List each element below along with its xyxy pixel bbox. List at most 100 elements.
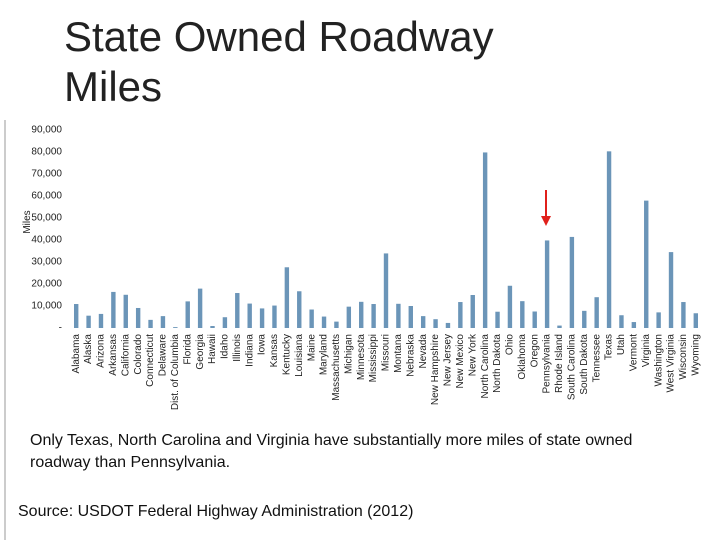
bar xyxy=(606,151,612,328)
x-tick-label: Missouri xyxy=(381,334,392,371)
bar xyxy=(334,321,339,328)
bar xyxy=(445,322,451,328)
bar xyxy=(693,313,699,328)
x-tick-label: Tennessee xyxy=(591,334,602,383)
y-tick-label: 30,000 xyxy=(31,257,62,268)
bar xyxy=(359,301,364,328)
x-tick-label: California xyxy=(120,334,131,377)
x-tick-label: New York xyxy=(467,333,478,376)
x-tick-label: Utah xyxy=(616,334,627,355)
bar xyxy=(644,200,649,328)
x-tick-label: Iowa xyxy=(257,334,268,356)
bar xyxy=(247,303,252,328)
bar xyxy=(98,313,104,328)
bar xyxy=(284,267,290,328)
x-tick-label: North Carolina xyxy=(480,334,491,399)
bar xyxy=(495,311,500,328)
bar xyxy=(656,312,661,328)
y-tick-label: 70,000 xyxy=(31,169,62,180)
bar xyxy=(532,311,537,328)
y-tick-label: 90,000 xyxy=(31,125,62,136)
bar xyxy=(259,308,265,328)
chart-title: State Owned Roadway Miles xyxy=(64,13,494,110)
x-tick-label: Idaho xyxy=(220,334,231,359)
highlight-arrow xyxy=(541,190,551,226)
x-tick-label: Louisiana xyxy=(294,334,305,377)
bar xyxy=(557,325,562,328)
bar xyxy=(507,285,513,328)
x-tick-label: Delaware xyxy=(158,334,169,377)
x-tick-label: Arizona xyxy=(96,334,107,368)
x-tick-label: Nevada xyxy=(418,334,429,369)
bar xyxy=(569,236,575,328)
x-tick-label: South Carolina xyxy=(567,334,578,401)
bar xyxy=(681,302,686,328)
bar xyxy=(544,240,550,328)
bar xyxy=(135,307,141,328)
bar xyxy=(396,303,401,328)
x-tick-label: Illinois xyxy=(232,334,243,362)
y-tick-label: - xyxy=(59,323,62,334)
bar xyxy=(433,319,438,328)
x-tick-label: Nebraska xyxy=(405,334,416,377)
bar xyxy=(297,291,302,328)
x-tick-label: Maryland xyxy=(319,334,330,375)
bar xyxy=(222,317,228,328)
bar xyxy=(470,295,475,328)
x-tick-label: Hawaii xyxy=(207,334,218,364)
x-tick-label: Ohio xyxy=(505,334,516,356)
x-tick-label: Connecticut xyxy=(145,334,156,387)
x-tick-label: Virginia xyxy=(641,334,652,368)
x-tick-label: Maine xyxy=(306,334,317,362)
x-tick-label: West Virginia xyxy=(666,334,677,393)
bar xyxy=(123,294,128,328)
x-tick-label: Pennsylvania xyxy=(542,334,553,394)
x-tick-label: Oklahoma xyxy=(517,334,528,380)
bar xyxy=(631,322,637,328)
bar xyxy=(383,253,389,328)
x-tick-label: Massachusetts xyxy=(331,334,342,401)
bar xyxy=(185,301,190,328)
bar xyxy=(272,305,277,328)
bar xyxy=(309,309,314,328)
x-tick-label: Kansas xyxy=(269,334,280,367)
x-tick-label: South Dakota xyxy=(579,334,590,395)
x-tick-label: Wyoming xyxy=(690,334,701,376)
bar xyxy=(321,316,327,328)
bar xyxy=(420,316,426,328)
bar xyxy=(458,302,463,328)
x-tick-label: Washington xyxy=(653,334,664,386)
annotation: Only Texas, North Carolina and Virginia … xyxy=(30,432,633,471)
x-tick-label: Vermont xyxy=(628,334,639,371)
x-tick-label: Rhode Island xyxy=(554,334,565,393)
bar xyxy=(148,319,153,328)
bar xyxy=(173,327,178,328)
x-tick-label: Dist. of Columbia xyxy=(170,334,181,411)
x-tick-label: North Dakota xyxy=(492,334,503,393)
bar xyxy=(346,306,352,328)
x-tick-label: New Hampshire xyxy=(430,334,441,406)
bar xyxy=(371,304,376,328)
x-tick-label: Texas xyxy=(604,334,615,360)
x-tick-label: Minnesota xyxy=(356,334,367,381)
y-tick-label: 20,000 xyxy=(31,279,62,290)
y-tick-label: 40,000 xyxy=(31,235,62,246)
x-tick-label: Oregon xyxy=(529,334,540,367)
y-tick-label: 60,000 xyxy=(31,191,62,202)
x-tick-label: Wisconsin xyxy=(678,334,689,380)
x-tick-label: New Jersey xyxy=(443,334,454,386)
bar xyxy=(160,316,166,328)
bar xyxy=(582,310,587,328)
x-tick-label: Alaska xyxy=(83,334,94,364)
x-tick-label: Kentucky xyxy=(282,334,293,375)
y-axis-label: Miles xyxy=(22,210,33,233)
x-tick-label: Arkansas xyxy=(108,334,119,376)
bar xyxy=(210,326,215,328)
bar xyxy=(86,315,91,328)
x-tick-label: Michigan xyxy=(343,334,354,374)
x-tick-label: Indiana xyxy=(244,334,255,367)
bar xyxy=(111,291,116,328)
x-tick-label: Colorado xyxy=(133,334,144,375)
y-tick-label: 10,000 xyxy=(31,301,62,312)
bar xyxy=(408,306,413,328)
